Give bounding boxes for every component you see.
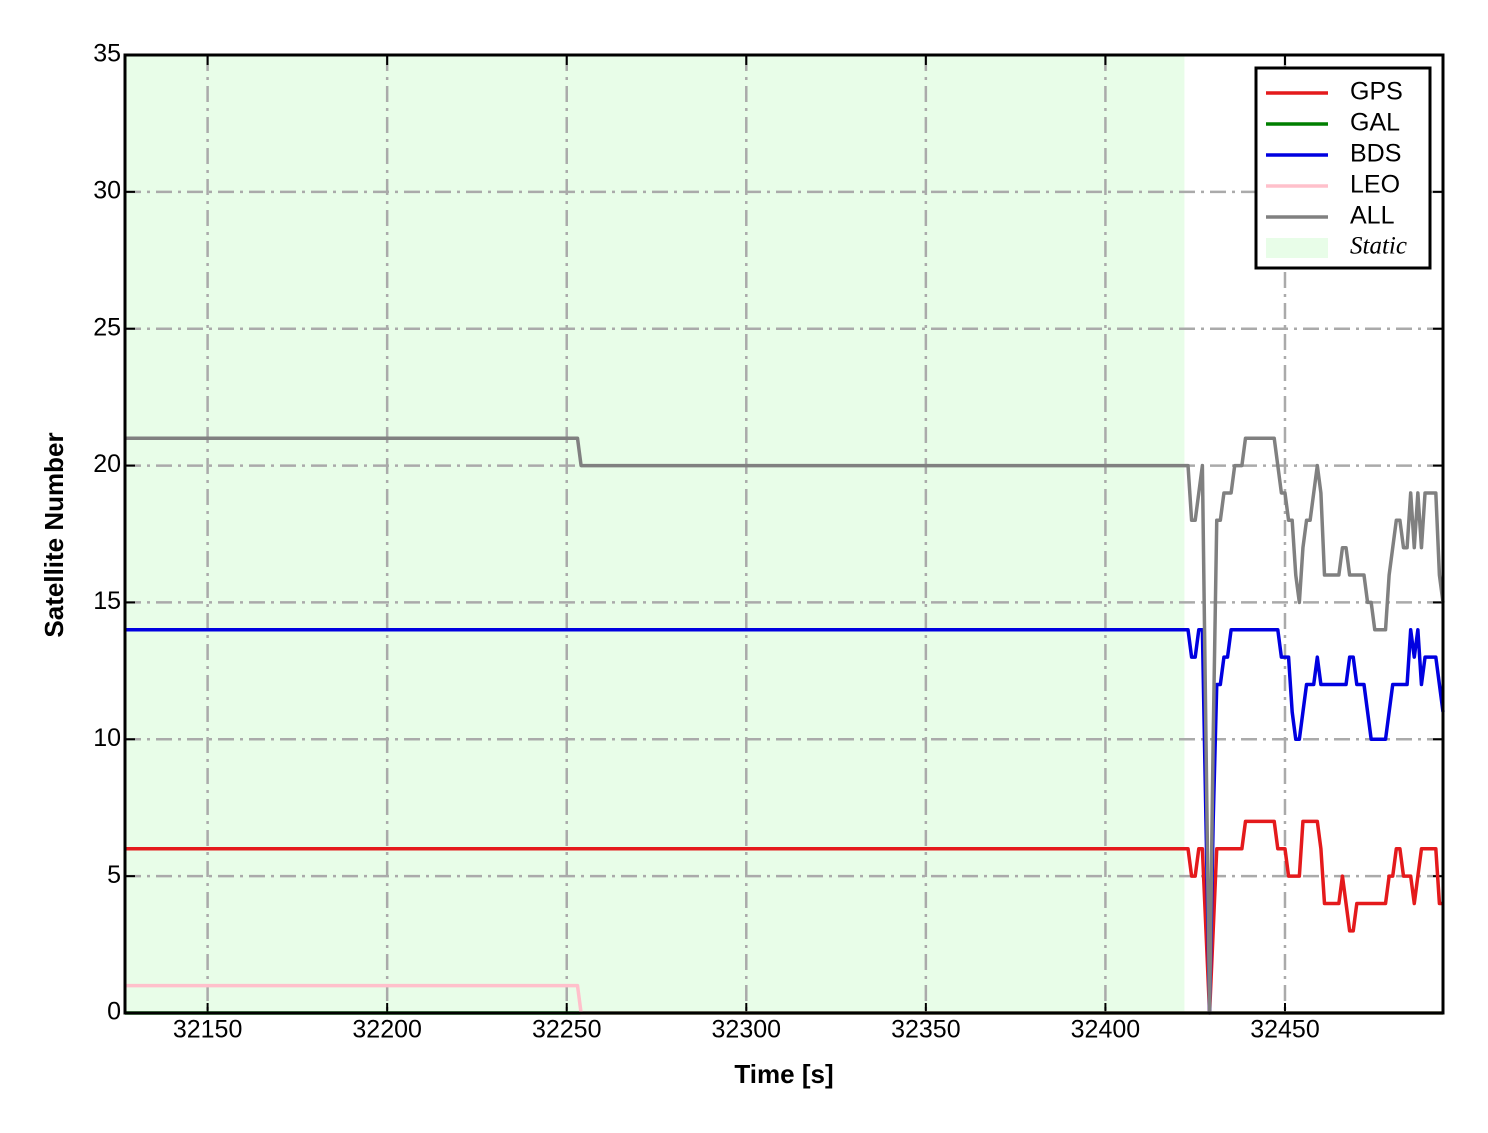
x-axis-title: Time [s] <box>734 1059 833 1089</box>
x-tick-label: 32450 <box>1250 1016 1320 1044</box>
legend-label: ALL <box>1350 202 1395 230</box>
x-tick-label: 32150 <box>173 1016 243 1044</box>
series-line <box>125 819 1443 1015</box>
legend-label: BDS <box>1350 140 1401 168</box>
legend-swatch <box>1266 238 1328 258</box>
y-axis-title: Satellite Number <box>39 432 69 637</box>
plot-frame <box>123 53 1445 1015</box>
x-tick-label: 32300 <box>712 1016 782 1044</box>
x-tick-label: 32400 <box>1071 1016 1141 1044</box>
legend-label: Static <box>1350 233 1407 260</box>
legend-box <box>1254 66 1432 270</box>
static-span <box>125 55 1185 1013</box>
y-tick-label: 20 <box>93 450 121 478</box>
legend-label: GPS <box>1350 78 1403 106</box>
y-tick-label: 15 <box>93 587 121 615</box>
x-tick-label: 32200 <box>352 1016 422 1044</box>
x-tick-label: 32350 <box>891 1016 961 1044</box>
y-tick-label: 30 <box>93 176 121 204</box>
x-tick-label: 32250 <box>532 1016 602 1044</box>
legend-label: LEO <box>1350 171 1400 199</box>
y-tick-label: 25 <box>93 313 121 341</box>
legend-label: GAL <box>1350 109 1400 137</box>
y-tick-label: 0 <box>107 998 121 1026</box>
y-tick-label: 10 <box>93 724 121 752</box>
y-tick-label: 35 <box>93 40 121 68</box>
series-line <box>125 628 1445 1015</box>
series-line <box>125 436 1445 1015</box>
y-tick-label: 5 <box>107 861 121 889</box>
